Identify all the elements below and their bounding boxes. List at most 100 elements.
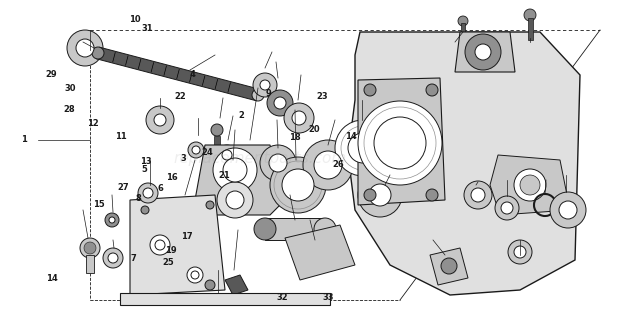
Circle shape [348,133,378,163]
Text: 31: 31 [142,24,153,33]
Text: 5: 5 [141,165,148,174]
Text: 7: 7 [130,254,136,263]
Text: 9: 9 [265,89,272,98]
Text: 1: 1 [20,135,27,144]
Circle shape [223,166,241,184]
Circle shape [508,240,532,264]
Circle shape [501,202,513,214]
Circle shape [141,206,149,214]
Circle shape [524,9,536,21]
Circle shape [108,253,118,263]
Text: 4: 4 [189,70,195,79]
Circle shape [138,183,158,203]
Circle shape [76,39,94,57]
Circle shape [222,150,232,160]
Circle shape [426,84,438,96]
Circle shape [374,117,426,169]
Circle shape [187,267,203,283]
Polygon shape [285,225,355,280]
Circle shape [205,280,215,290]
Text: 27: 27 [117,183,128,191]
Circle shape [252,89,264,101]
Text: 23: 23 [317,92,328,101]
Circle shape [191,271,199,279]
Polygon shape [265,218,325,240]
Circle shape [84,242,96,254]
Circle shape [559,201,577,219]
Text: 13: 13 [140,157,151,166]
Text: 32: 32 [277,294,288,302]
Circle shape [109,217,115,223]
Bar [461,23,465,39]
Circle shape [226,191,244,209]
Text: 12: 12 [87,119,99,128]
Circle shape [192,146,200,154]
Circle shape [284,103,314,133]
Circle shape [260,145,296,181]
Circle shape [270,157,326,213]
Polygon shape [130,195,225,295]
Polygon shape [455,32,515,72]
Circle shape [314,218,336,240]
Circle shape [267,90,293,116]
Text: 25: 25 [163,258,174,267]
Text: 26: 26 [333,160,344,169]
Circle shape [228,171,236,179]
Circle shape [206,201,214,209]
Text: 20: 20 [309,126,320,134]
Text: 6: 6 [157,184,163,193]
Circle shape [471,188,485,202]
Circle shape [253,73,277,97]
Circle shape [103,248,123,268]
Circle shape [80,238,100,258]
Circle shape [105,213,119,227]
Polygon shape [430,248,468,285]
Circle shape [335,120,391,176]
Circle shape [364,189,376,201]
Text: 22: 22 [174,92,185,101]
Circle shape [441,258,457,274]
Circle shape [217,145,237,165]
Circle shape [67,30,103,66]
Circle shape [465,34,501,70]
Circle shape [475,44,491,60]
Text: 29: 29 [46,70,57,79]
Circle shape [269,154,287,172]
Text: 19: 19 [166,246,177,255]
Text: 17: 17 [181,232,192,241]
Circle shape [514,169,546,201]
Circle shape [292,111,306,125]
Circle shape [150,235,170,255]
Circle shape [146,106,174,134]
Polygon shape [348,32,580,295]
Circle shape [550,192,586,228]
Text: 24: 24 [202,148,213,157]
Bar [214,136,220,152]
Text: 16: 16 [166,173,177,182]
Circle shape [254,218,276,240]
Circle shape [155,240,165,250]
Text: 8: 8 [135,194,141,203]
Circle shape [426,189,438,201]
Circle shape [213,148,257,192]
Circle shape [188,142,204,158]
Text: 14: 14 [46,274,57,283]
Text: 33: 33 [323,294,334,302]
Polygon shape [225,275,248,295]
Text: 30: 30 [64,84,76,93]
Bar [86,255,94,273]
Circle shape [314,151,342,179]
Circle shape [520,175,540,195]
Text: 3: 3 [180,154,186,163]
Circle shape [464,181,492,209]
Text: 18: 18 [290,133,301,142]
Text: 15: 15 [94,200,105,209]
Text: replacementparts.com: replacementparts.com [174,151,347,166]
Circle shape [282,169,314,201]
Circle shape [495,196,519,220]
Polygon shape [490,155,570,215]
Text: 28: 28 [64,105,75,114]
Circle shape [458,16,468,26]
Text: 10: 10 [130,15,141,23]
Text: 2: 2 [239,111,245,120]
